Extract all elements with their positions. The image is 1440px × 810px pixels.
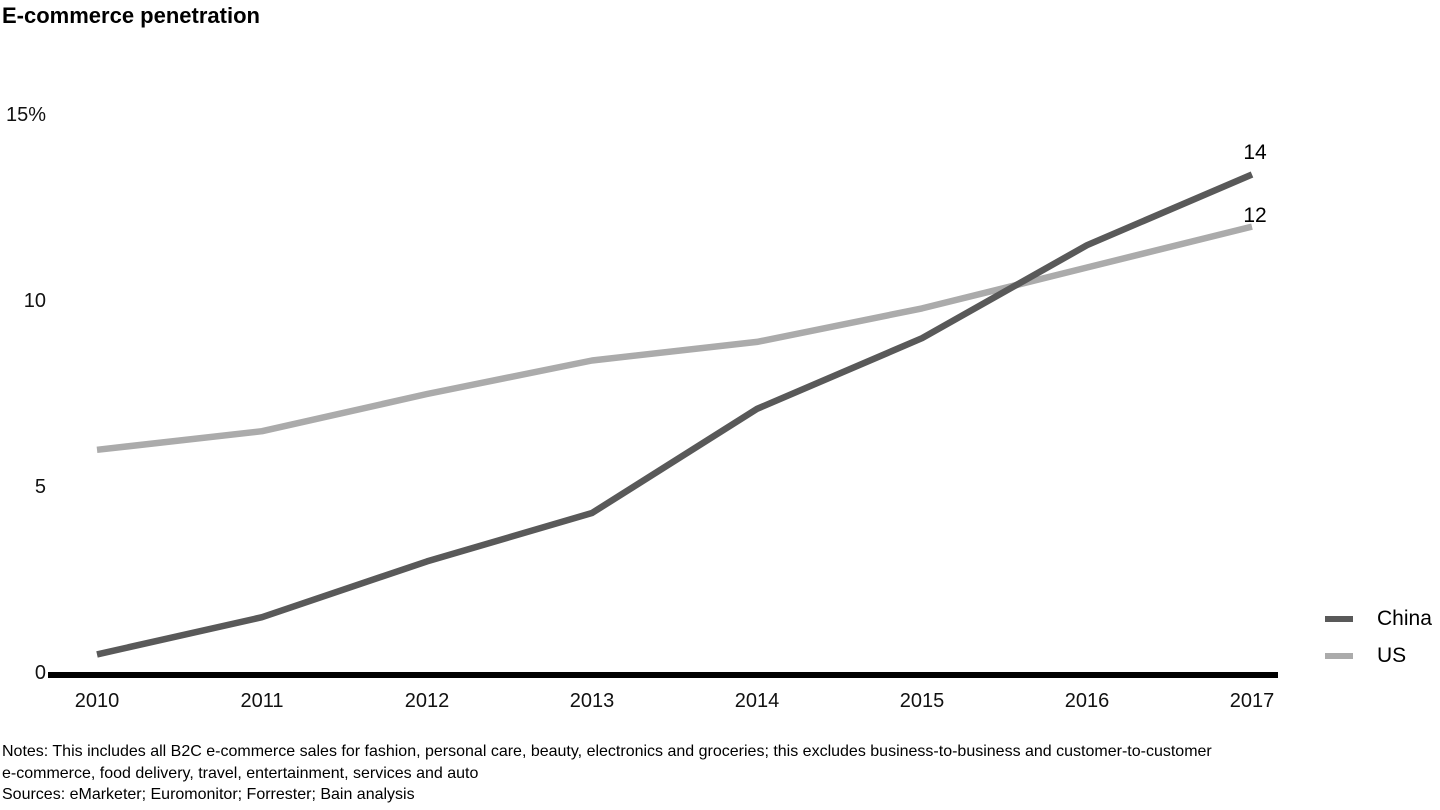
legend-label-china: China bbox=[1377, 607, 1432, 630]
footnotes: Notes: This includes all B2C e-commerce … bbox=[2, 741, 1212, 806]
chart-title: E-commerce penetration bbox=[2, 3, 260, 28]
notes-line-2: e-commerce, food delivery, travel, enter… bbox=[2, 764, 479, 782]
notes-line-1: Notes: This includes all B2C e-commerce … bbox=[2, 743, 1212, 760]
legend-item-us: US bbox=[1325, 643, 1432, 669]
legend-label-us: US bbox=[1377, 644, 1407, 667]
end-label-1: 12 bbox=[1243, 203, 1267, 227]
series-line-china bbox=[96, 171, 1254, 658]
legend: China US bbox=[1325, 606, 1432, 669]
legend-swatch bbox=[1325, 616, 1353, 622]
legend-item-china: China bbox=[1325, 606, 1432, 632]
series-line-us bbox=[96, 223, 1253, 454]
end-label-0: 14 bbox=[1243, 140, 1267, 164]
sources-line: Sources: eMarketer; Euromonitor; Forrest… bbox=[2, 786, 415, 803]
legend-swatch bbox=[1325, 653, 1353, 659]
